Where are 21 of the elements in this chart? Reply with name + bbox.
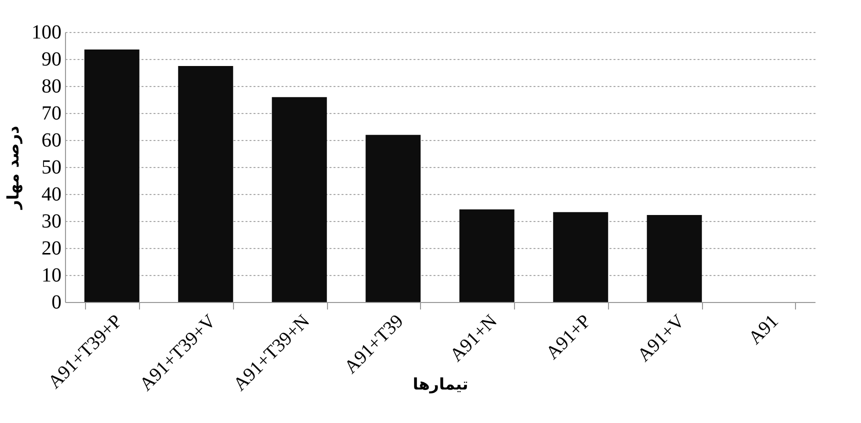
bar (272, 97, 327, 302)
y-tick-label: 100 (32, 22, 62, 44)
y-tick-label: 80 (42, 76, 62, 98)
y-tick-label: 90 (42, 48, 62, 70)
y-tick-label: 70 (42, 102, 62, 124)
bar (84, 50, 140, 302)
bar (646, 215, 702, 302)
y-tick-label: 20 (42, 238, 62, 260)
x-axis-title: تیمارها (412, 374, 468, 394)
y-tick-label: 10 (42, 264, 62, 286)
x-tick-label: A91 (744, 310, 783, 349)
y-axis-title: درصد مهار (4, 126, 22, 210)
bar (178, 66, 234, 302)
y-tick-label: 60 (42, 130, 62, 152)
y-tick-label: 30 (42, 210, 62, 232)
y-tick-label: 40 (42, 184, 62, 206)
y-tick-label: 0 (52, 292, 62, 314)
bar (553, 212, 608, 302)
bar (366, 134, 421, 302)
y-tick-label: 50 (42, 156, 62, 178)
bar (459, 209, 514, 302)
